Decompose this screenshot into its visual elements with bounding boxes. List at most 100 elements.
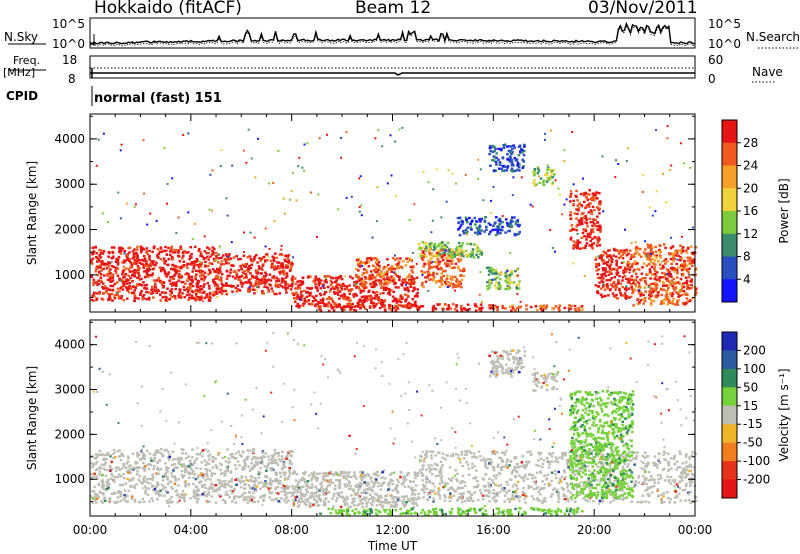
data-cell [176, 250, 180, 254]
data-cell [216, 478, 220, 482]
data-cell [368, 274, 372, 277]
data-cell [190, 468, 193, 471]
data-cell [219, 270, 222, 274]
data-cell [423, 262, 426, 265]
data-cell [158, 280, 162, 284]
data-cell [336, 292, 339, 295]
data-cell [596, 276, 600, 280]
data-cell [285, 457, 288, 460]
data-cell [357, 300, 361, 303]
data-cell [272, 256, 276, 259]
data-cell [100, 269, 104, 272]
data-cell [458, 226, 462, 229]
data-cell [283, 493, 287, 496]
data-cell [512, 281, 516, 284]
data-cell [278, 267, 282, 270]
data-cell [214, 284, 217, 287]
data-cell [661, 276, 664, 279]
data-cell [455, 309, 459, 312]
data-cell [187, 275, 191, 278]
data-cell [612, 254, 615, 257]
data-cell [623, 288, 627, 291]
scatter-cell [350, 195, 353, 198]
data-cell [174, 287, 177, 291]
data-cell [340, 277, 344, 281]
data-cell [293, 277, 297, 280]
data-cell [201, 473, 204, 477]
data-cell [381, 275, 384, 278]
colorbar-swatch [722, 256, 737, 280]
data-cell [386, 263, 390, 267]
data-cell [539, 307, 543, 310]
data-cell [225, 258, 228, 261]
data-cell [317, 284, 321, 287]
data-cell [319, 287, 323, 290]
data-cell [523, 145, 526, 148]
data-cell [152, 453, 156, 456]
data-cell [261, 264, 265, 267]
data-cell [104, 285, 107, 288]
data-cell [583, 200, 586, 204]
scatter-cell [569, 190, 572, 192]
data-cell [272, 454, 276, 457]
data-cell [240, 285, 244, 288]
scatter-cell [624, 228, 626, 231]
data-cell [236, 284, 240, 287]
scatter-cell [565, 198, 568, 201]
data-cell [477, 256, 480, 259]
data-cell [177, 279, 181, 282]
data-cell [159, 269, 163, 273]
data-cell [628, 281, 631, 284]
data-cell [327, 301, 331, 304]
data-cell [187, 476, 191, 479]
data-cell [287, 451, 290, 454]
data-cell [422, 251, 425, 254]
data-cell [204, 275, 207, 279]
data-cell [157, 483, 160, 486]
data-cell [146, 273, 149, 276]
data-cell [632, 279, 636, 282]
scatter-cell [198, 260, 201, 263]
data-cell [173, 482, 177, 485]
data-cell [306, 486, 310, 489]
data-cell [423, 242, 426, 245]
data-cell [195, 285, 199, 288]
data-cell [438, 260, 442, 263]
data-cell [364, 474, 367, 477]
scatter-cell [478, 293, 481, 296]
data-cell [396, 263, 400, 266]
data-cell [151, 262, 155, 265]
data-cell [102, 287, 105, 290]
data-cell [219, 468, 222, 472]
scatter-cell [123, 252, 126, 255]
data-cell [190, 252, 193, 256]
data-cell [668, 252, 671, 255]
data-cell [154, 490, 158, 493]
data-cell [478, 224, 482, 227]
data-cell [164, 475, 167, 478]
data-cell [363, 295, 366, 298]
data-cell [449, 275, 453, 278]
data-cell [602, 250, 605, 253]
data-cell [227, 457, 231, 460]
data-cell [270, 461, 273, 464]
data-cell [143, 454, 147, 457]
data-cell [270, 454, 274, 457]
data-cell [569, 211, 572, 214]
data-cell [477, 308, 481, 311]
data-cell [198, 481, 201, 484]
data-cell [600, 275, 604, 278]
data-cell [171, 263, 174, 267]
data-cell [501, 157, 505, 160]
data-cell [229, 485, 233, 489]
data-cell [181, 257, 184, 260]
data-cell [667, 286, 670, 290]
data-cell [410, 269, 414, 272]
data-cell [435, 264, 439, 268]
scatter-cell [655, 190, 658, 193]
data-cell [436, 260, 440, 264]
scatter-cell [490, 199, 492, 202]
data-cell [208, 458, 211, 461]
scatter-cell [243, 231, 245, 234]
data-cell [424, 246, 428, 249]
